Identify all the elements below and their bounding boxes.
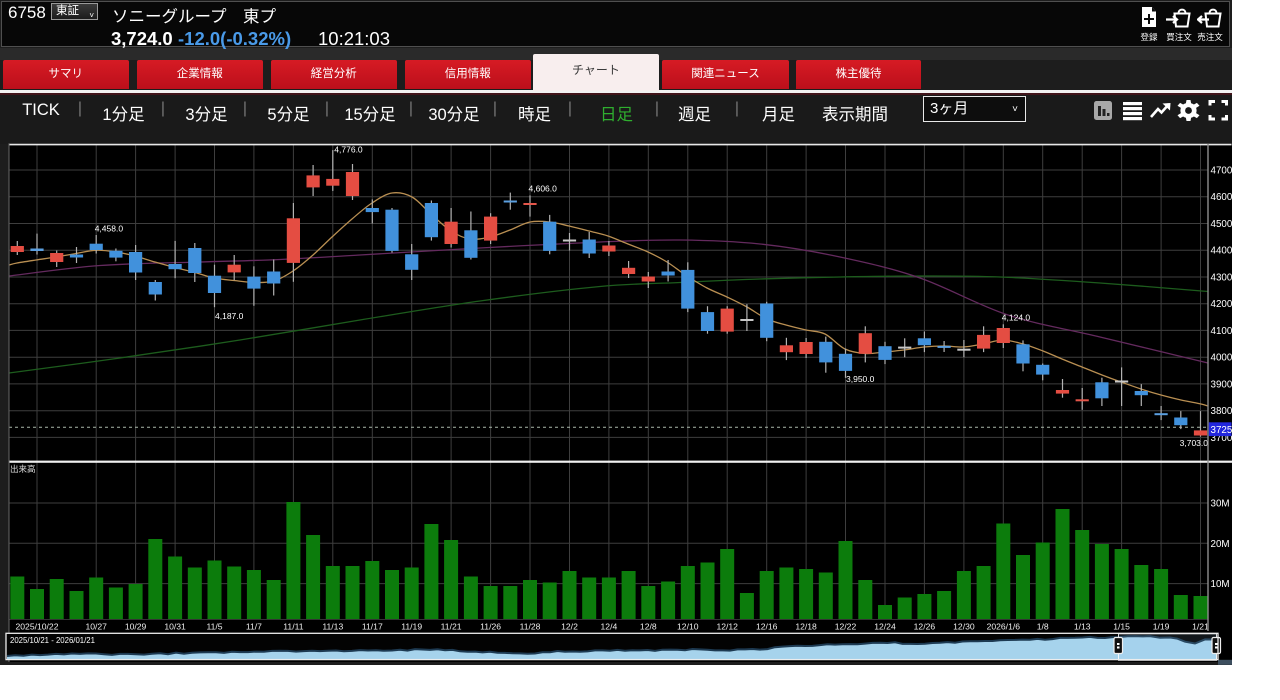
svg-text:2025/10/21 - 2026/01/21: 2025/10/21 - 2026/01/21 [10, 636, 95, 645]
svg-text:12/4: 12/4 [601, 622, 618, 632]
svg-text:4,187.0: 4,187.0 [215, 311, 244, 321]
svg-text:4500: 4500 [1211, 219, 1233, 230]
svg-text:12/12: 12/12 [716, 622, 738, 632]
svg-text:12/26: 12/26 [914, 622, 936, 632]
svg-text:10/29: 10/29 [125, 622, 147, 632]
svg-text:11/19: 11/19 [401, 622, 422, 632]
svg-text:11/21: 11/21 [441, 622, 462, 632]
svg-text:4,458.0: 4,458.0 [95, 224, 124, 234]
svg-text:3900: 3900 [1211, 379, 1233, 390]
svg-text:12/2: 12/2 [561, 622, 578, 632]
svg-text:12/24: 12/24 [874, 622, 896, 632]
svg-text:10/31: 10/31 [164, 622, 186, 632]
svg-text:4,776.0: 4,776.0 [334, 145, 363, 155]
svg-text:12/10: 12/10 [677, 622, 699, 632]
svg-text:1/8: 1/8 [1037, 622, 1049, 632]
svg-text:11/5: 11/5 [206, 622, 222, 632]
svg-text:10/27: 10/27 [85, 622, 107, 632]
svg-text:11/17: 11/17 [362, 622, 383, 632]
svg-text:4300: 4300 [1211, 273, 1233, 284]
svg-text:3725: 3725 [1211, 425, 1233, 436]
svg-text:11/11: 11/11 [283, 622, 303, 632]
svg-text:12/16: 12/16 [756, 622, 778, 632]
svg-text:10M: 10M [1211, 579, 1230, 590]
svg-text:3,703.0: 3,703.0 [1180, 438, 1209, 448]
svg-text:2026/1/6: 2026/1/6 [987, 622, 1021, 632]
svg-text:3800: 3800 [1211, 406, 1233, 417]
svg-text:1/15: 1/15 [1113, 622, 1130, 632]
svg-text:20M: 20M [1211, 539, 1230, 550]
svg-text:4400: 4400 [1211, 246, 1233, 257]
svg-text:4,606.0: 4,606.0 [529, 184, 558, 194]
svg-text:4000: 4000 [1211, 353, 1233, 364]
svg-text:12/22: 12/22 [835, 622, 857, 632]
svg-text:11/7: 11/7 [246, 622, 262, 632]
svg-text:12/8: 12/8 [640, 622, 657, 632]
svg-text:4600: 4600 [1211, 192, 1233, 203]
svg-text:1/21: 1/21 [1192, 622, 1209, 632]
svg-text:11/26: 11/26 [480, 622, 501, 632]
svg-text:出来高: 出来高 [10, 464, 36, 474]
svg-text:4700: 4700 [1211, 166, 1233, 177]
svg-text:4,124.0: 4,124.0 [1002, 313, 1031, 323]
svg-text:12/30: 12/30 [953, 622, 975, 632]
svg-text:2025/10/22: 2025/10/22 [15, 622, 58, 632]
svg-text:30M: 30M [1211, 499, 1230, 510]
svg-text:11/28: 11/28 [520, 622, 541, 632]
svg-text:1/19: 1/19 [1153, 622, 1170, 632]
svg-text:4200: 4200 [1211, 299, 1233, 310]
svg-text:1/13: 1/13 [1074, 622, 1091, 632]
svg-text:3700: 3700 [1211, 433, 1233, 444]
svg-text:3,950.0: 3,950.0 [846, 374, 875, 384]
svg-text:12/18: 12/18 [795, 622, 817, 632]
svg-text:4100: 4100 [1211, 326, 1233, 337]
svg-text:11/13: 11/13 [322, 622, 343, 632]
